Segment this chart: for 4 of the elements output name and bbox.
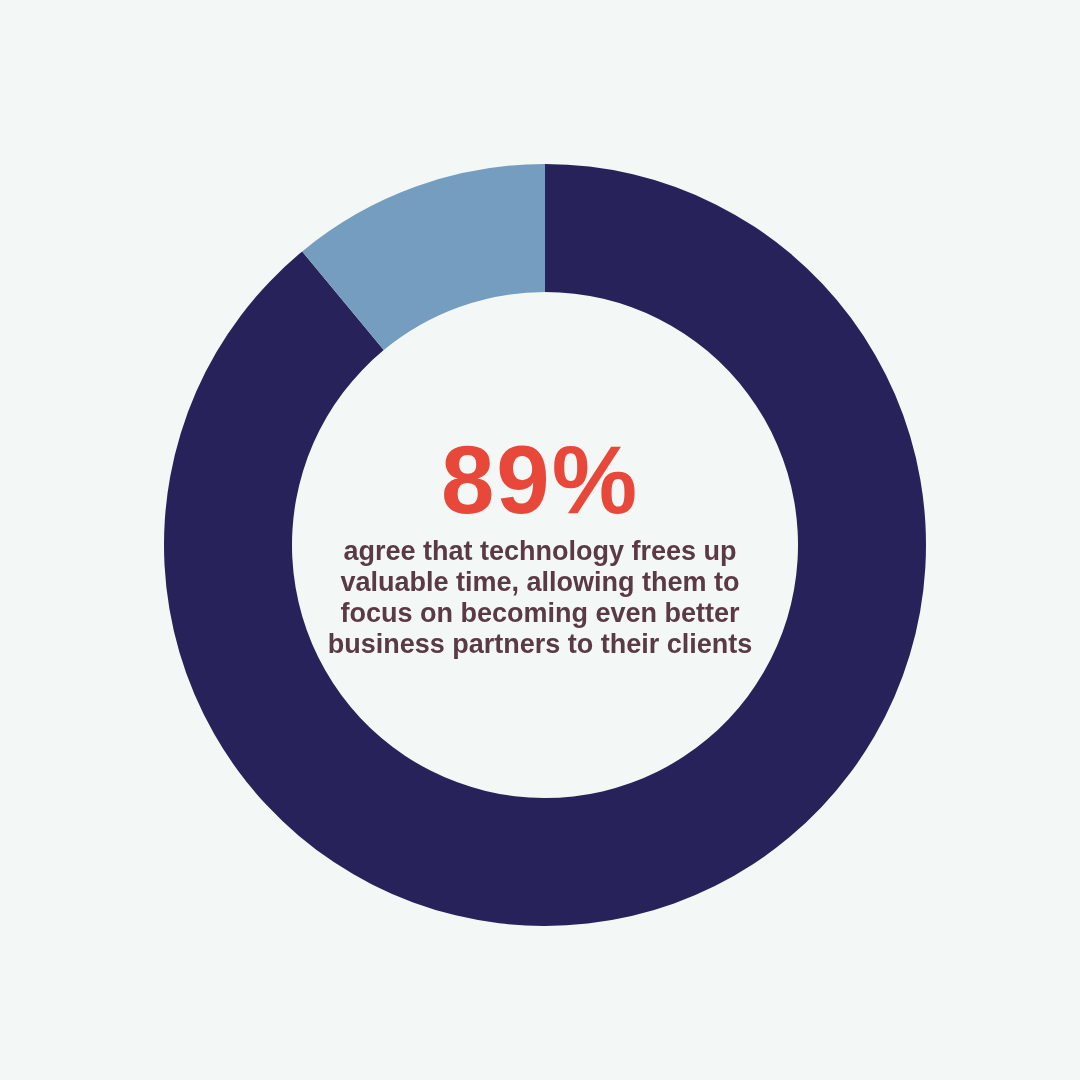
text: agree that technology frees up valuable time, allowing them to focus on becoming even better business partners to their clients bbox=[326, 536, 754, 660]
text: 89% bbox=[439, 426, 641, 533]
donut-slice bbox=[164, 164, 926, 926]
donut-slice bbox=[302, 164, 545, 351]
